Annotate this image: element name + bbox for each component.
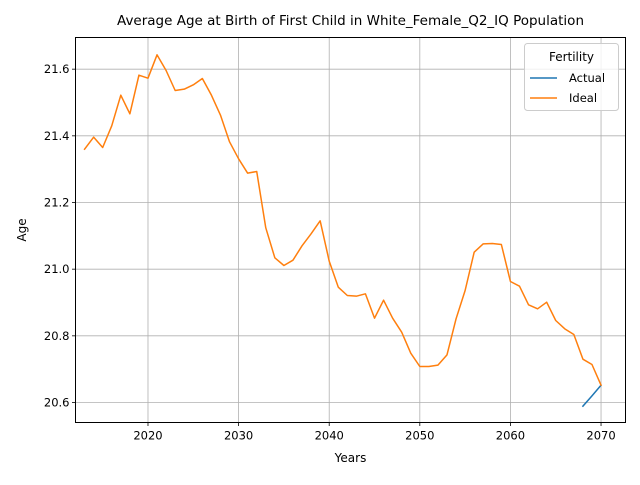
- x-tick-label: 2070: [586, 429, 615, 443]
- y-tick-label: 20.8: [44, 329, 70, 343]
- y-tick-label: 21.6: [44, 62, 70, 76]
- x-tick-label: 2030: [224, 429, 253, 443]
- chart-title: Average Age at Birth of First Child in W…: [117, 13, 584, 29]
- y-tick-label: 21.4: [44, 129, 70, 143]
- y-tick-label: 21.2: [44, 196, 70, 210]
- series-line-ideal: [83, 54, 603, 387]
- y-axis-label: Age: [15, 218, 29, 241]
- x-axis-label: Years: [334, 451, 367, 465]
- legend-title: Fertility: [549, 50, 594, 64]
- y-tick-label: 21.0: [44, 262, 70, 276]
- plot-area-frame: [75, 37, 626, 423]
- legend-label-actual: Actual: [569, 71, 605, 85]
- legend: Fertility Actual Ideal: [524, 43, 619, 111]
- series-line-actual: [581, 384, 603, 408]
- series-lines: [83, 54, 603, 408]
- x-tick-label: 2060: [496, 429, 525, 443]
- x-tick-label: 2050: [405, 429, 434, 443]
- grid: [75, 37, 626, 423]
- x-tick-label: 2020: [133, 429, 162, 443]
- legend-label-ideal: Ideal: [569, 91, 597, 105]
- legend-box: [524, 43, 619, 111]
- x-tick-label: 2040: [315, 429, 344, 443]
- y-tick-label: 20.6: [44, 396, 70, 410]
- axis-ticks: 2020 2030 2040 2050 2060 2070 20.6 20.8 21.0 21.2…: [44, 62, 616, 442]
- legend-entries: Actual Ideal: [530, 71, 605, 105]
